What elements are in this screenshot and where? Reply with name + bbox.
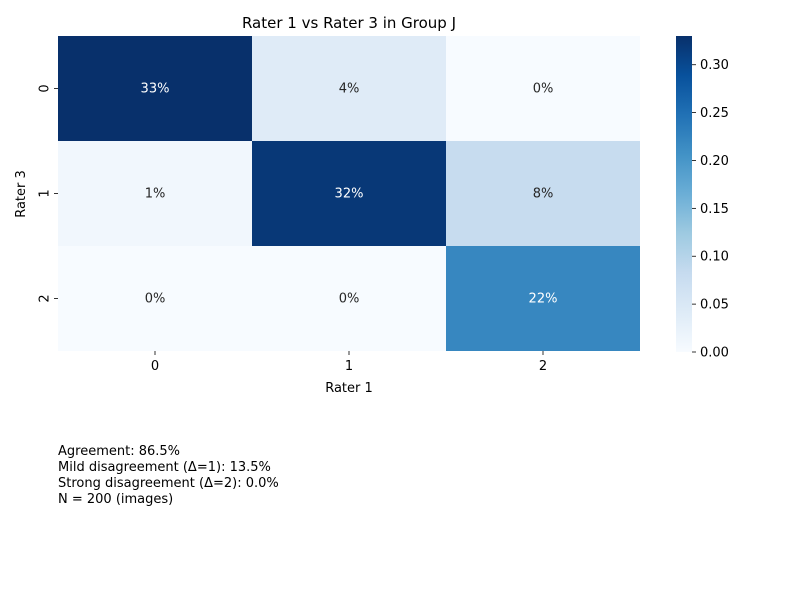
colorbar-tick-label: 0.30 <box>700 58 729 73</box>
cell-value-label: 32% <box>335 187 364 202</box>
agreement-text: Agreement: 86.5% <box>58 444 181 459</box>
cell-value-label: 1% <box>145 187 166 202</box>
y-tick-label: 0 <box>38 84 53 92</box>
colorbar-tick-label: 0.05 <box>700 298 729 313</box>
x-tick-label: 0 <box>151 359 159 374</box>
colorbar-tick-label: 0.20 <box>700 154 729 169</box>
x-axis-label: Rater 1 <box>325 381 373 396</box>
heatmap-cell <box>58 36 252 141</box>
colorbar-tick-label: 0.25 <box>700 106 729 121</box>
chart-title: Rater 1 vs Rater 3 in Group J <box>242 14 456 32</box>
heatmap-cell <box>446 141 640 246</box>
colorbar-tick-label: 0.10 <box>700 250 729 265</box>
cell-value-label: 8% <box>533 187 554 202</box>
cell-value-label: 22% <box>529 292 558 307</box>
colorbar-tick-label: 0.00 <box>700 346 729 361</box>
heatmap-cell <box>446 36 640 141</box>
x-axis: 0 1 2 <box>151 351 547 374</box>
mild-disagreement-text: Mild disagreement (Δ=1): 13.5% <box>58 460 271 475</box>
cell-value-label: 0% <box>145 292 166 307</box>
heatmap-cell <box>252 36 446 141</box>
cell-value-label: 0% <box>339 292 360 307</box>
heatmap-cell <box>58 246 252 351</box>
x-tick-label: 1 <box>345 359 353 374</box>
cell-value-label: 0% <box>533 82 554 97</box>
heatmap-cell <box>446 246 640 351</box>
colorbar <box>676 36 692 352</box>
y-axis-label: Rater 3 <box>14 170 29 218</box>
heatmap-cell <box>252 141 446 246</box>
strong-disagreement-text: Strong disagreement (Δ=2): 0.0% <box>58 476 279 491</box>
colorbar-ticks: 0.00 0.05 0.10 0.15 0.20 0.25 0.30 <box>692 58 729 361</box>
heatmap-cell <box>58 141 252 246</box>
cell-value-label: 4% <box>339 82 360 97</box>
colorbar-tick-label: 0.15 <box>700 202 729 217</box>
y-axis: 0 1 2 <box>38 84 58 303</box>
cell-value-label: 33% <box>141 82 170 97</box>
y-tick-label: 1 <box>38 189 53 197</box>
x-tick-label: 2 <box>539 359 547 374</box>
agreement-stats: Agreement: 86.5% Mild disagreement (Δ=1)… <box>58 444 279 508</box>
sample-size-text: N = 200 (images) <box>58 492 174 507</box>
heatmap-cell <box>252 246 446 351</box>
heatmap-cells: 33% 4% 0% 1% 32% 8% 0% 0% 22% <box>58 36 640 351</box>
y-tick-label: 2 <box>38 294 53 302</box>
